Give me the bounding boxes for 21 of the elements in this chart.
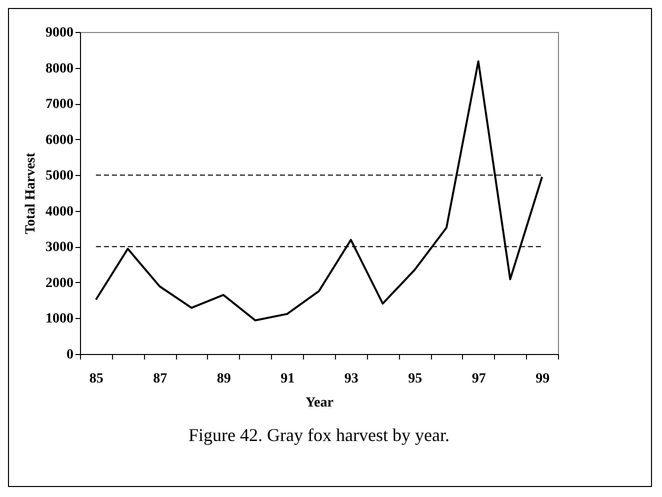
x-tick-label: 89 [216, 372, 231, 386]
x-axis-title: Year [306, 396, 334, 410]
y-tick-label: 1000 [46, 312, 74, 327]
x-tick-label: 99 [536, 372, 550, 386]
y-tick-label: 4000 [46, 204, 74, 220]
y-tick-label: 2000 [46, 276, 74, 291]
x-tick-label: 85 [89, 372, 104, 386]
y-tick-label: 0 [66, 348, 74, 362]
caption: Figure 42. Gray fox harvest by year. [188, 425, 450, 445]
x-tick-label: 87 [153, 372, 168, 386]
x-tick-label: 95 [408, 372, 422, 386]
y-tick-label: 6000 [46, 132, 74, 148]
x-tick-label: 97 [472, 372, 486, 386]
y-tick-label: 3000 [46, 240, 74, 256]
x-tick-label: 93 [344, 372, 358, 386]
y-tick-label: 9000 [46, 26, 74, 40]
y-tick-label: 7000 [46, 97, 74, 112]
y-axis-title: Total Harvest [24, 152, 38, 234]
x-tick-label: 91 [280, 372, 295, 386]
y-tick-label: 8000 [46, 61, 74, 76]
y-tick-label: 5000 [46, 168, 74, 184]
